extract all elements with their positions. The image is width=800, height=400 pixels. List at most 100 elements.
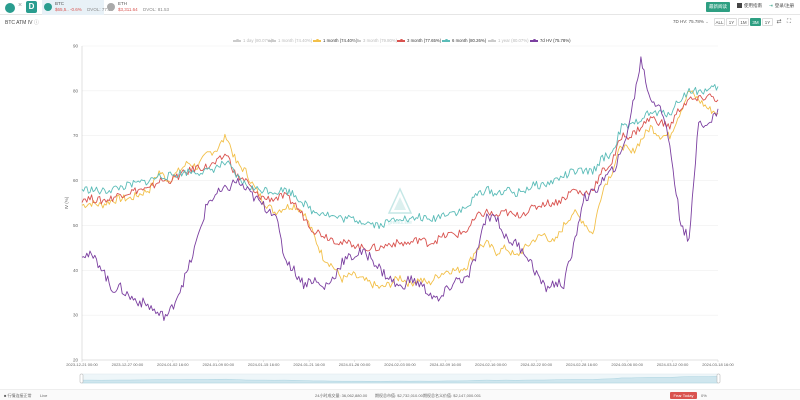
hv-select-value: 7D HV: 75.78%: [673, 19, 704, 24]
legend-label: 3 month (77.65%): [407, 38, 442, 43]
range-1m-button[interactable]: 1M: [738, 18, 749, 26]
guide-label: 使用指南: [744, 3, 762, 8]
chevron-down-icon: ⌄: [705, 19, 709, 24]
legend-item[interactable]: 1 day (80.07%): [233, 38, 272, 43]
x-tick-label: 2023-12-27 00:00: [112, 362, 144, 367]
guide-link[interactable]: 使用指南: [737, 3, 762, 9]
legend-item[interactable]: 7d HV (75.78%): [530, 38, 571, 43]
range-3m-button[interactable]: 3M: [750, 18, 761, 26]
x-tick-label: 2024-01-15 16:00: [248, 362, 280, 367]
status-footer: ■ 行情连接正常 Live 24小时成交量: 36,062,880.00 期权总…: [0, 389, 800, 400]
expand-icon[interactable]: ⛶: [786, 19, 792, 25]
login-link[interactable]: ⇥ 登录/注册: [769, 3, 794, 9]
x-tick-label: 2024-02-28 16:00: [566, 362, 598, 367]
brand-logo-icon[interactable]: [5, 3, 15, 13]
asset-tab-eth[interactable]: ETH $3,311.64 DVOL: 81.53: [105, 0, 169, 15]
latest-reading-button[interactable]: 最新阅读: [706, 2, 730, 12]
fear-tag[interactable]: Fear Today: [670, 392, 697, 399]
eth-coin-icon: [107, 3, 115, 11]
series-line: [81, 90, 719, 289]
close-icon[interactable]: ×: [18, 2, 23, 9]
y-tick-label: 30: [73, 313, 79, 318]
y-tick-label: 90: [73, 44, 79, 49]
watermark-text: greeks.live: [388, 220, 412, 226]
series-line: [81, 84, 719, 230]
chart-title-text: BTC ATM IV: [5, 20, 33, 26]
x-tick-label: 2024-01-09 00:00: [202, 362, 234, 367]
stat-volume: 24小时成交量: 36,062,880.00: [315, 393, 368, 398]
x-tick-label: 2024-01-21 16:00: [293, 362, 325, 367]
asset-price: $65,5..: [55, 7, 69, 12]
asset-name: ETH: [118, 1, 127, 6]
asset-dvol: DVOL: 77.58: [87, 7, 114, 12]
x-tick-label: 2024-01-26 00:00: [339, 362, 371, 367]
asset-tab-btc[interactable]: BTC $65,5.. -0.6% DVOL: 77.58: [42, 0, 113, 15]
y-axis-label: IV (%): [64, 196, 69, 209]
info-icon[interactable]: ⓘ: [33, 20, 39, 26]
legend-item[interactable]: 1 year (80.07%): [488, 38, 529, 43]
asset-price-line: $65,5.. -0.6% DVOL: 77.58: [55, 7, 113, 12]
login-label: 登录/注册: [774, 3, 795, 8]
y-tick-label: 50: [73, 223, 79, 228]
x-tick-label: 2024-02-03 00:00: [384, 362, 416, 367]
legend-swatch: [353, 39, 361, 42]
x-tick-label: 2024-02-22 00:00: [520, 362, 552, 367]
legend-swatch: [397, 39, 405, 42]
hv-select[interactable]: 7D HV: 75.78% ⌄: [673, 18, 709, 26]
y-tick-label: 80: [73, 88, 79, 93]
legend-label: 6 month (80.26%): [452, 38, 487, 43]
legend-label: 1 month (74.40%): [323, 38, 358, 43]
range-1y-alt-button[interactable]: 1Y: [762, 18, 773, 26]
range-all-button[interactable]: ALL: [714, 18, 725, 26]
book-icon: [737, 3, 742, 9]
legend-swatch: [268, 39, 276, 42]
legend-item[interactable]: 6 month (80.26%): [442, 38, 486, 43]
legend-swatch: [313, 39, 321, 42]
chart-title: BTC ATM IV ⓘ: [5, 19, 39, 26]
asset-price: $3,311.64: [118, 7, 138, 12]
y-tick-label: 20: [73, 358, 79, 363]
legend-label: 1 month (74.40%): [278, 38, 313, 43]
legend-item[interactable]: 3 month (77.65%): [397, 38, 441, 43]
x-tick-label: 2024-01-02 16:00: [157, 362, 189, 367]
app-logo-icon[interactable]: D: [26, 1, 37, 13]
y-tick-label: 40: [73, 268, 79, 273]
range-1y-button[interactable]: 1Y: [726, 18, 737, 26]
login-icon: ⇥: [769, 3, 773, 8]
chart-grid: [82, 45, 718, 361]
top-bar: × D BTC $65,5.. -0.6% DVOL: 77.58 ETH $3…: [0, 0, 800, 15]
x-tick-label: 2024-03-06 00:00: [611, 362, 643, 367]
connection-status: ■ 行情连接正常: [4, 393, 32, 398]
asset-change: -0.6%: [70, 7, 82, 12]
legend-item[interactable]: 3 month (79.80%): [353, 38, 397, 43]
legend-swatch: [233, 39, 241, 42]
legend-swatch: [442, 39, 450, 42]
chart-series: [81, 56, 719, 321]
asset-dvol: DVOL: 81.53: [142, 7, 169, 12]
legend-label: 7d HV (75.78%): [540, 38, 571, 43]
legend-label: 1 year (80.07%): [498, 38, 529, 43]
x-tick-label: 2024-03-18 16:00: [702, 362, 734, 367]
status-dot-icon: ■: [4, 393, 7, 398]
time-range-scroller: [79, 373, 721, 384]
legend-label: 1 day (80.07%): [243, 38, 273, 43]
y-tick-label: 60: [73, 178, 79, 183]
watermark: greeks.live: [387, 187, 413, 226]
series-line: [81, 93, 719, 252]
x-tick-label: 2024-02-09 16:00: [430, 362, 462, 367]
legend-item[interactable]: 1 month (74.40%): [268, 38, 312, 43]
chart-axes: 20 30 40 50 60 70 80 90 IV (%) 2023-12-21 00:00 20…: [64, 44, 735, 368]
fear-value: 0%: [701, 393, 707, 398]
btc-coin-icon: [44, 3, 52, 11]
legend-swatch: [488, 39, 496, 42]
asset-price-line: $3,311.64 DVOL: 81.53: [118, 7, 169, 12]
y-tick-label: 70: [73, 133, 79, 138]
mode-label: Live: [40, 393, 48, 398]
series-line: [81, 56, 719, 321]
legend-label: 3 month (79.80%): [363, 38, 398, 43]
x-tick-label: 2024-02-16 00:00: [475, 362, 507, 367]
stat-market-cap: 期权总市值: $2,732,010.00: [375, 393, 423, 398]
swap-icon[interactable]: ⇄: [776, 19, 782, 25]
legend-item[interactable]: 1 month (74.40%): [313, 38, 357, 43]
